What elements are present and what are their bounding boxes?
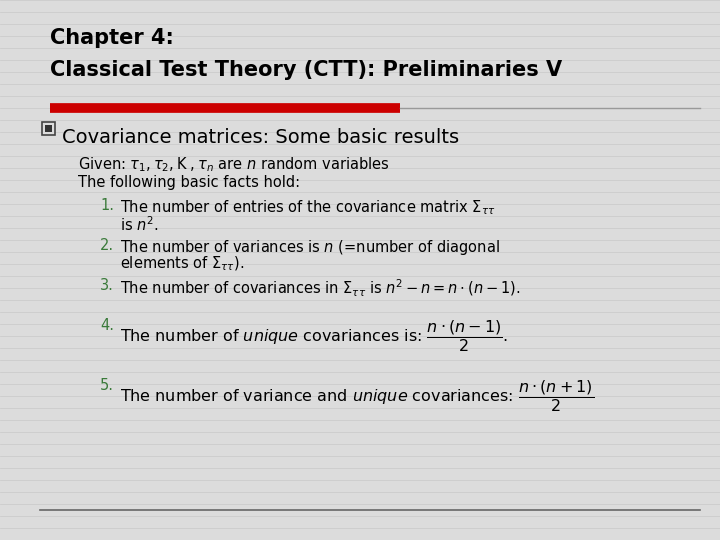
Text: 1.: 1. [100, 198, 114, 213]
Text: 5.: 5. [100, 378, 114, 393]
Text: 4.: 4. [100, 318, 114, 333]
Text: The number of $\mathit{unique}$ covariances is: $\dfrac{n\cdot\left(n-1\right)}{: The number of $\mathit{unique}$ covarian… [120, 318, 508, 354]
Text: Covariance matrices: Some basic results: Covariance matrices: Some basic results [62, 128, 459, 147]
Text: elements of $\Sigma_{\tau\tau}$).: elements of $\Sigma_{\tau\tau}$). [120, 255, 244, 273]
Bar [45, 125, 52, 132]
Text: Classical Test Theory (CTT): Preliminaries V: Classical Test Theory (CTT): Preliminari… [50, 60, 562, 80]
Text: The following basic facts hold:: The following basic facts hold: [78, 175, 300, 190]
Text: 3.: 3. [100, 278, 114, 293]
Text: 2.: 2. [100, 238, 114, 253]
Text: is $n^2$.: is $n^2$. [120, 215, 158, 234]
Text: The number of entries of the covariance matrix $\Sigma_{\tau\tau}$: The number of entries of the covariance … [120, 198, 496, 217]
Text: Chapter 4:: Chapter 4: [50, 28, 174, 48]
Text: The number of covariances in $\Sigma_{\tau\tau}$ is $n^2-n=n\cdot\left(n-1\right: The number of covariances in $\Sigma_{\t… [120, 278, 521, 299]
Text: The number of variance and $\mathit{unique}$ covariances: $\dfrac{n\cdot\left(n+: The number of variance and $\mathit{uniq… [120, 378, 594, 414]
Text: The number of variances is $n$ (=number of diagonal: The number of variances is $n$ (=number … [120, 238, 500, 257]
Text: Given: $\tau_1,\tau_2,$K$\;,\tau_n$ are $n$ random variables: Given: $\tau_1,\tau_2,$K$\;,\tau_n$ are … [78, 155, 390, 174]
Bar [42, 122, 55, 135]
